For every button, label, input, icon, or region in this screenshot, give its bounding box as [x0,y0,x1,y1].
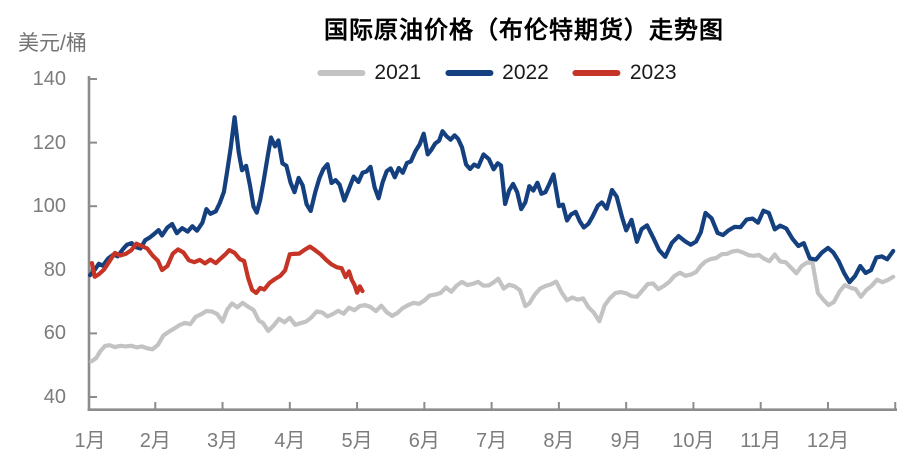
x-tick-label: 4月 [274,430,306,452]
x-tick-label: 1月 [74,430,106,452]
x-tick-label: 12月 [806,430,850,452]
x-tick-label: 9月 [610,430,642,452]
x-tick-label: 3月 [206,430,239,452]
chart-title: 国际原油价格（布伦特期货）走势图 [324,17,724,44]
legend-label-2022: 2022 [502,61,549,84]
legend-item-2021: 2021 [317,61,421,85]
y-tick-label: 60 [43,322,66,345]
y-tick-label: 80 [43,258,66,281]
x-tick-label: 5月 [341,430,373,452]
legend-item-2022: 2022 [445,61,549,85]
axes [87,76,897,412]
x-tick-label: 2月 [139,430,171,452]
legend-swatch-2023 [572,70,621,76]
y-tick-label: 100 [32,195,66,218]
x-tick-label: 10月 [672,430,715,452]
data-lines [87,115,896,364]
legend-item-2023: 2023 [572,61,677,85]
legend-label-2023: 2023 [629,61,677,84]
x-tick-label: 11月 [740,430,782,452]
x-tick-label: 8月 [543,430,575,452]
x-tick-label: 7月 [476,430,508,452]
y-axis-unit-label: 美元/桶 [18,32,87,55]
y-tick-label: 40 [43,386,66,408]
y-tick-label: 120 [32,131,66,154]
series-line-2022 [87,115,896,285]
series-line-2023 [89,241,365,296]
legend-swatch-2021 [317,70,366,76]
legend-label-2021: 2021 [374,61,422,84]
y-tick-label: 140 [32,68,66,90]
legend: 2021 2022 2023 [317,61,677,85]
legend-swatch-2022 [445,70,494,76]
series-line-2021 [89,248,896,364]
x-tick-label: 6月 [408,430,440,452]
